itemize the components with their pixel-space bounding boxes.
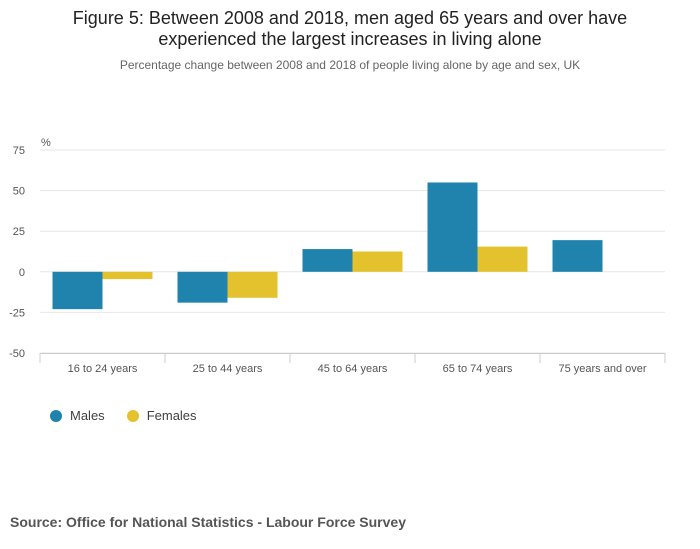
y-axis-unit-label: % — [41, 137, 51, 149]
bar-males-1 — [52, 271, 103, 310]
bar-chart: % -50 -25 0 25 50 75 16 to 24 years 25 to 44 yea… — [9, 137, 666, 375]
legend-swatch-males — [50, 409, 62, 422]
legend-swatch-females — [126, 409, 139, 422]
y-tick-label: -25 — [9, 307, 25, 319]
chart-legend: Males Females — [50, 408, 219, 423]
x-tick-label: 45 to 64 years — [318, 363, 388, 375]
x-tick-label: 75 years and over — [558, 363, 646, 375]
x-tick-label: 16 to 24 years — [68, 363, 138, 375]
bar-males-4 — [427, 182, 478, 272]
bar-females-3 — [352, 251, 403, 272]
x-tick-label: 25 to 44 years — [193, 363, 263, 375]
source-note: Source: Office for National Statistics -… — [10, 514, 406, 530]
legend-item-males[interactable]: Males — [50, 408, 105, 423]
legend-label-males: Males — [70, 408, 105, 423]
bar-males-3 — [302, 249, 353, 272]
legend-label-females: Females — [146, 408, 197, 423]
chart-title-line-2: experienced the largest increases in liv… — [158, 29, 542, 49]
bar-females-4 — [477, 246, 528, 272]
chart-title: Figure 5: Between 2008 and 2018, men age… — [0, 8, 700, 50]
y-tick-label: 75 — [13, 145, 25, 157]
bar-females-2 — [227, 271, 278, 298]
chart-subtitle: Percentage change between 2008 and 2018 … — [119, 58, 581, 72]
x-tick-label: 65 to 74 years — [443, 363, 513, 375]
legend-item-females[interactable]: Females — [126, 408, 197, 423]
bar-females-1 — [102, 271, 153, 280]
bar-males-2 — [177, 271, 228, 303]
y-tick-label: 50 — [13, 186, 25, 198]
y-tick-label: 0 — [19, 267, 25, 279]
y-tick-label: 25 — [13, 226, 25, 238]
bar-males-5 — [552, 240, 603, 272]
y-tick-label: -50 — [9, 348, 25, 360]
chart-title-line-1: Figure 5: Between 2008 and 2018, men age… — [72, 8, 628, 28]
